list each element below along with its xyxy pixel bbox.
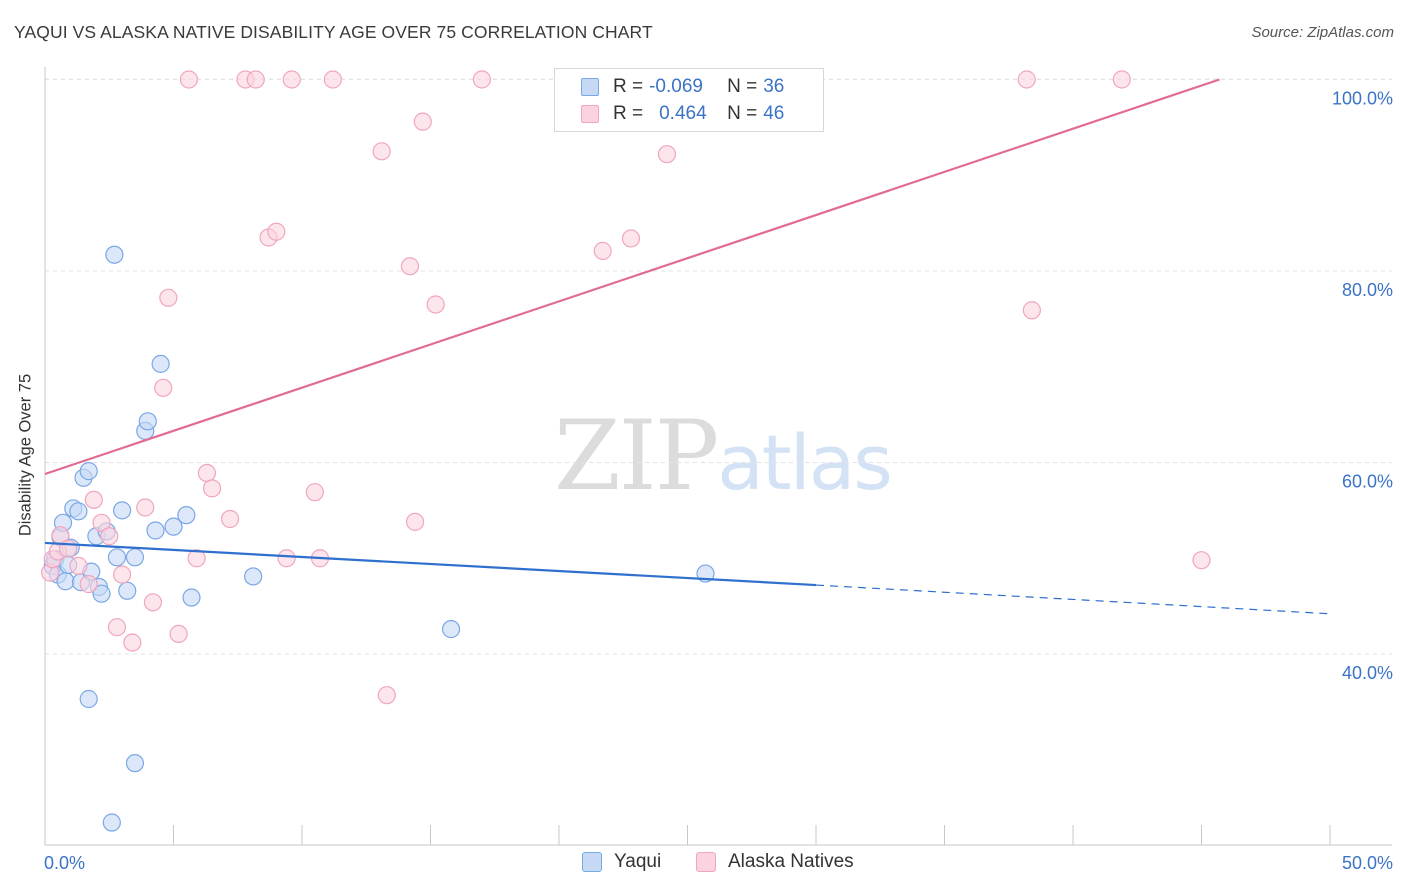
yaqui-point <box>105 245 124 264</box>
yaqui-point <box>56 572 75 591</box>
y-tick-label: 100.0% <box>1332 89 1393 109</box>
alaska-natives-point <box>372 142 391 161</box>
alaska-natives-legend-swatch <box>696 852 716 872</box>
x-tick-label: 0.0% <box>44 853 85 873</box>
alaska-natives-point <box>305 483 324 502</box>
alaska-natives-point <box>267 222 286 241</box>
alaska-natives-point <box>59 539 78 558</box>
series-legend: Yaqui Alaska Natives <box>0 851 1406 877</box>
n-label: N = <box>727 76 758 97</box>
alaska-natives-point <box>277 549 296 568</box>
alaska-natives-point <box>92 513 111 532</box>
alaska-natives-point <box>143 593 163 612</box>
yaqui-point <box>102 813 121 832</box>
yaqui-point <box>125 754 145 773</box>
alaska-natives-point <box>405 512 425 531</box>
yaqui-swatch <box>581 78 599 96</box>
yaqui-point <box>182 588 201 607</box>
r-label: R = <box>613 76 644 97</box>
legend-item-yaqui[interactable]: Yaqui <box>582 851 661 873</box>
legend-label-alaska-natives: Alaska Natives <box>728 851 854 872</box>
alaska-natives-point <box>400 257 420 276</box>
alaska-natives-point <box>169 624 188 643</box>
yaqui-point <box>146 521 165 540</box>
y-tick-label: 60.0% <box>1342 472 1393 492</box>
yaqui-point <box>244 567 263 586</box>
yaqui-point <box>79 689 98 709</box>
alaska-natives-point <box>197 463 217 483</box>
yaqui-point <box>125 548 145 567</box>
alaska-natives-point <box>220 509 240 529</box>
yaqui-point <box>118 581 137 600</box>
yaqui-point <box>92 584 111 603</box>
r-value: -0.069 <box>649 76 703 97</box>
source-credit: Source: ZipAtlas.com <box>1251 24 1394 41</box>
alaska-natives-point <box>202 479 222 498</box>
alaska-natives-point <box>282 70 301 89</box>
chart-title: YAQUI VS ALASKA NATIVE DISABILITY AGE OV… <box>14 22 653 42</box>
yaqui-point <box>441 620 461 639</box>
alaska-natives-point <box>1112 70 1131 89</box>
alaska-natives-point <box>377 686 396 705</box>
alaska-natives-point <box>179 70 199 89</box>
alaska-natives-point <box>84 490 103 509</box>
yaqui-legend-swatch <box>582 852 602 872</box>
alaska-natives-point <box>69 556 88 576</box>
yaqui-point <box>107 548 127 567</box>
alaska-natives-point <box>136 498 155 517</box>
yaqui-trend-extension <box>815 584 1331 615</box>
alaska-natives-point <box>657 145 677 164</box>
legend-label-yaqui: Yaqui <box>614 851 662 872</box>
stats-legend-row-yaqui: R = -0.069 N = 36 <box>581 74 784 100</box>
yaqui-point <box>138 412 157 431</box>
watermark-zip: ZIP <box>554 400 719 512</box>
alaska-natives-point <box>593 241 612 260</box>
alaska-natives-point <box>159 288 178 307</box>
alaska-natives-point <box>472 70 491 89</box>
alaska-natives-point <box>426 295 445 314</box>
yaqui-point <box>151 354 170 373</box>
yaqui-point <box>177 506 196 525</box>
alaska-natives-point <box>112 565 132 584</box>
alaska-natives-point <box>107 618 127 637</box>
x-tick-label: 50.0% <box>1342 853 1393 873</box>
r-value: 0.464 <box>659 103 707 124</box>
yaqui-point <box>69 502 88 521</box>
legend-item-alaska-natives[interactable]: Alaska Natives <box>696 851 854 873</box>
alaska-natives-point <box>413 112 432 131</box>
n-value: 36 <box>763 76 785 97</box>
alaska-natives-point <box>79 575 98 594</box>
alaska-natives-swatch <box>581 105 599 123</box>
y-tick-label: 80.0% <box>1342 280 1393 300</box>
yaqui-point <box>112 501 132 520</box>
alaska-natives-point <box>100 527 119 546</box>
y-tick-label: 40.0% <box>1342 663 1393 683</box>
yaqui-trend-line <box>44 541 817 587</box>
alaska-natives-point <box>323 70 342 89</box>
alaska-natives-point <box>246 70 265 89</box>
alaska-natives-point <box>154 378 173 397</box>
alaska-natives-point <box>123 633 142 652</box>
stats-legend-row-alaska-natives: R = 0.464 N = 46 <box>581 101 784 127</box>
n-label: N = <box>727 103 758 124</box>
alaska-natives-point <box>621 229 641 248</box>
yaqui-point <box>79 462 98 481</box>
alaska-natives-point <box>1022 301 1041 320</box>
alaska-natives-point <box>1017 70 1036 89</box>
r-label: R = <box>613 103 644 124</box>
alaska-natives-point <box>187 549 206 568</box>
yaqui-point <box>164 517 183 536</box>
stats-legend: R = -0.069 N = 36 R = 0.464 N = 46 <box>554 68 824 132</box>
alaska-natives-trend-line <box>44 78 1220 476</box>
n-value: 46 <box>763 103 785 124</box>
y-axis-label: Disability Age Over 75 <box>16 373 35 537</box>
alaska-natives-point <box>1192 551 1211 570</box>
